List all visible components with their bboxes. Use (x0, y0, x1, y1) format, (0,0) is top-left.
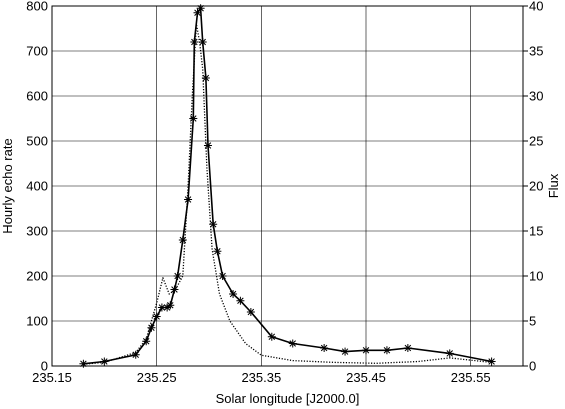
asterisk-marker (189, 114, 198, 123)
ticks: 235.15 235.25 235.35 235.45 235.550100200300… (26, 0, 543, 385)
y-tick-label: 300 (26, 224, 48, 239)
asterisk-marker (184, 195, 193, 204)
asterisk-marker (382, 346, 391, 355)
asterisk-marker (218, 272, 227, 280)
asterisk-marker (196, 4, 205, 13)
asterisk-marker (193, 8, 202, 17)
asterisk-marker (320, 344, 329, 352)
asterisk-marker (362, 346, 370, 355)
asterisk-marker (341, 347, 350, 356)
flux-series-line (83, 23, 492, 365)
y-tick-label: 600 (26, 89, 48, 104)
series-layer (79, 4, 496, 368)
asterisk-marker (173, 272, 182, 280)
y2-tick-label: 40 (529, 0, 543, 14)
x-tick-label: 235.45 (346, 370, 386, 385)
y-tick-label: 500 (26, 134, 48, 149)
y2-tick-label: 30 (529, 89, 543, 104)
asterisk-marker (147, 323, 156, 332)
y2-tick-label: 35 (529, 44, 543, 59)
asterisk-marker (203, 141, 212, 150)
asterisk-marker (170, 285, 179, 294)
y-tick-label: 0 (41, 359, 48, 374)
asterisk-marker (403, 344, 412, 352)
asterisk-marker (236, 296, 245, 305)
x-tick-label: 235.55 (451, 370, 491, 385)
y-tick-label: 700 (26, 44, 48, 59)
asterisk-marker (213, 247, 222, 256)
asterisk-marker (100, 357, 109, 366)
y-tick-label: 200 (26, 269, 48, 284)
y-tick-label: 400 (26, 179, 48, 194)
y2-tick-label: 5 (529, 314, 536, 329)
asterisk-marker (288, 339, 297, 348)
y2-tick-label: 10 (529, 269, 543, 284)
asterisk-marker (166, 301, 175, 310)
y2-tick-label: 0 (529, 359, 536, 374)
y2-axis-title: Flux (546, 173, 561, 198)
y2-tick-label: 25 (529, 134, 543, 149)
y-tick-label: 100 (26, 314, 48, 329)
x-tick-label: 235.25 (137, 370, 177, 385)
asterisk-marker (229, 290, 238, 298)
asterisk-marker (142, 337, 151, 346)
x-tick-label: 235.15 (32, 370, 72, 385)
y2-tick-label: 15 (529, 224, 543, 239)
y2-tick-label: 20 (529, 179, 543, 194)
x-axis-title: Solar longitude [J2000.0] (216, 391, 360, 406)
asterisk-marker (152, 312, 161, 321)
grid (51, 5, 523, 367)
y-axis-title: Hourly echo rate (0, 138, 15, 233)
y-tick-label: 800 (26, 0, 48, 14)
asterisk-marker (267, 332, 276, 341)
asterisk-marker (190, 38, 199, 46)
asterisk-marker (445, 349, 454, 358)
x-tick-label: 235.35 (241, 370, 281, 385)
asterisk-marker (246, 308, 255, 316)
